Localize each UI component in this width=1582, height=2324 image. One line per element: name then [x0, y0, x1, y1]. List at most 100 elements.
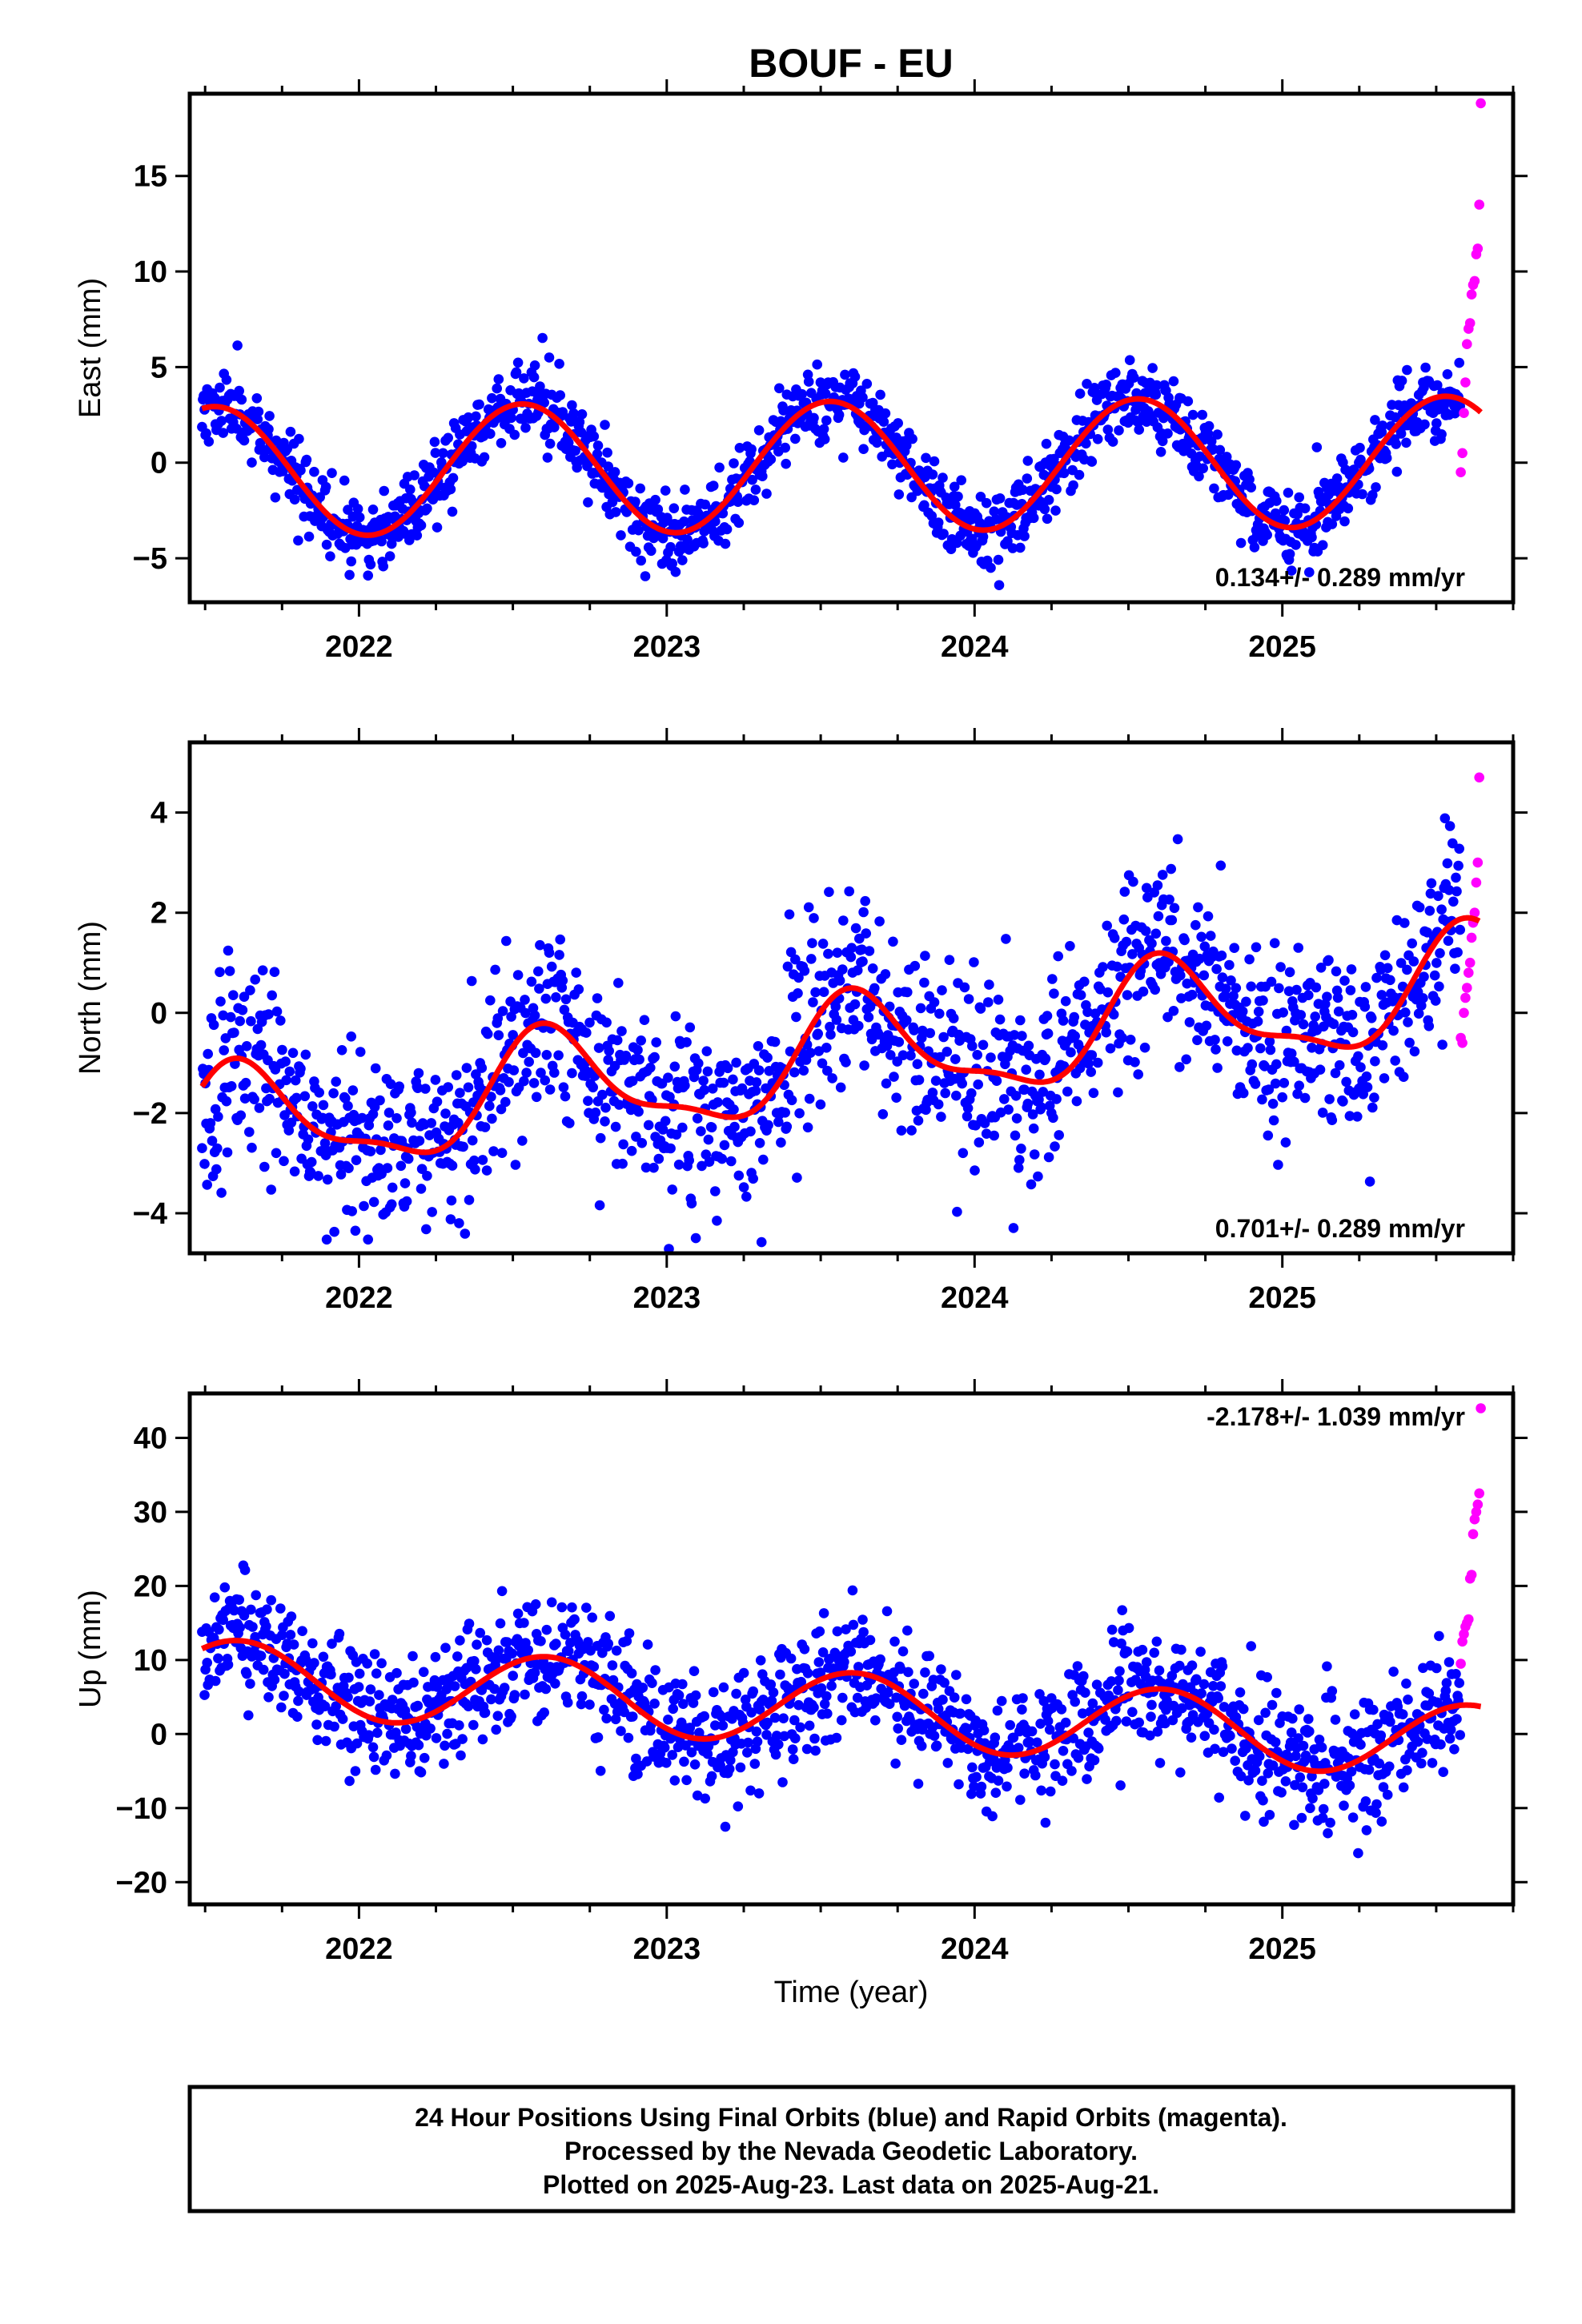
- final-orbit-point: [307, 1638, 318, 1649]
- final-orbit-point: [902, 987, 913, 998]
- final-orbit-point: [255, 1039, 267, 1051]
- final-orbit-point: [931, 1740, 942, 1751]
- final-orbit-point: [1075, 990, 1086, 1000]
- final-orbit-point: [259, 1161, 270, 1172]
- final-orbit-point: [218, 1614, 229, 1626]
- final-orbit-point: [1138, 986, 1149, 997]
- final-orbit-point: [777, 1777, 788, 1787]
- final-orbit-point: [790, 433, 801, 444]
- final-orbit-point: [250, 974, 261, 985]
- final-orbit-point: [560, 1091, 571, 1102]
- final-orbit-point: [1015, 1015, 1026, 1026]
- final-orbit-point: [1426, 878, 1437, 889]
- final-orbit-point: [511, 367, 522, 378]
- final-orbit-point: [1355, 442, 1365, 453]
- final-orbit-point: [993, 995, 1004, 1005]
- final-orbit-point: [430, 1651, 441, 1663]
- final-orbit-point: [836, 1715, 847, 1726]
- final-orbit-point: [438, 448, 448, 459]
- final-orbit-point: [1346, 964, 1357, 975]
- final-orbit-point: [636, 1138, 648, 1148]
- final-orbit-point: [416, 1184, 427, 1194]
- final-orbit-point: [284, 1066, 295, 1077]
- final-orbit-point: [750, 1085, 761, 1096]
- final-orbit-point: [416, 520, 427, 531]
- final-orbit-point: [1082, 1774, 1092, 1784]
- final-orbit-point: [283, 1125, 295, 1136]
- final-orbit-point: [761, 489, 772, 499]
- y-tick-label: 20: [134, 1570, 167, 1603]
- final-orbit-point: [741, 1192, 752, 1202]
- final-orbit-point: [275, 1015, 286, 1026]
- final-orbit-point: [804, 1093, 815, 1104]
- y-tick-label: 10: [134, 255, 167, 289]
- final-orbit-point: [592, 440, 604, 451]
- final-orbit-point: [1044, 1724, 1055, 1735]
- final-orbit-point: [844, 886, 854, 897]
- final-orbit-point: [1017, 1031, 1027, 1041]
- final-orbit-point: [812, 359, 822, 370]
- final-orbit-point: [416, 1767, 427, 1778]
- final-orbit-point: [626, 1145, 637, 1156]
- final-orbit-point: [645, 1063, 656, 1073]
- final-orbit-point: [1408, 956, 1419, 967]
- final-orbit-point: [1305, 1803, 1315, 1814]
- final-orbit-point: [519, 1076, 529, 1087]
- final-orbit-point: [225, 1011, 236, 1023]
- final-orbit-point: [488, 1146, 499, 1156]
- final-orbit-point: [721, 524, 733, 535]
- final-orbit-point: [1344, 1780, 1355, 1791]
- final-orbit-point: [285, 1630, 296, 1640]
- final-orbit-point: [271, 435, 282, 446]
- final-orbit-point: [924, 1651, 934, 1662]
- final-orbit-point: [482, 1028, 493, 1039]
- final-orbit-point: [279, 1156, 289, 1167]
- final-orbit-point: [1331, 966, 1342, 977]
- final-orbit-point: [1366, 1013, 1377, 1023]
- final-orbit-point: [461, 1063, 472, 1073]
- final-orbit-point: [717, 1720, 729, 1731]
- final-orbit-point: [1401, 437, 1411, 448]
- final-orbit-point: [1323, 1827, 1333, 1839]
- final-orbit-point: [995, 1107, 1006, 1118]
- final-orbit-point: [878, 416, 889, 427]
- final-orbit-point: [1007, 543, 1018, 553]
- final-orbit-point: [727, 1714, 737, 1724]
- y-tick-label: 2: [151, 897, 167, 931]
- final-orbit-point: [1416, 1758, 1427, 1769]
- final-orbit-point: [1420, 362, 1431, 373]
- final-orbit-point: [948, 1013, 959, 1023]
- final-orbit-point: [471, 411, 481, 422]
- final-orbit-point: [485, 428, 496, 439]
- final-orbit-point: [1398, 1072, 1409, 1082]
- rapid-orbit-point: [1472, 243, 1484, 254]
- final-orbit-point: [1447, 838, 1458, 849]
- final-orbit-point: [1039, 1751, 1050, 1763]
- final-orbit-point: [768, 1687, 779, 1698]
- final-orbit-point: [978, 531, 989, 542]
- final-orbit-point: [933, 1099, 944, 1110]
- final-orbit-point: [327, 1638, 337, 1649]
- final-orbit-point: [214, 1624, 224, 1635]
- final-orbit-point: [893, 1723, 903, 1734]
- final-orbit-point: [1003, 1104, 1014, 1115]
- final-orbit-point: [1106, 1676, 1117, 1687]
- final-orbit-point: [215, 996, 226, 1007]
- final-orbit-point: [1265, 1044, 1276, 1055]
- final-orbit-point: [1388, 1667, 1399, 1677]
- final-orbit-point: [1338, 1096, 1348, 1107]
- final-orbit-point: [215, 967, 225, 978]
- final-orbit-point: [426, 1118, 436, 1128]
- final-orbit-point: [650, 494, 661, 505]
- final-orbit-point: [1211, 963, 1222, 975]
- final-orbit-point: [351, 1738, 363, 1749]
- final-orbit-point: [912, 1059, 923, 1069]
- final-orbit-point: [618, 1139, 628, 1150]
- final-orbit-point: [295, 1063, 306, 1074]
- final-orbit-point: [1359, 1001, 1371, 1012]
- final-orbit-point: [466, 440, 477, 452]
- final-orbit-point: [620, 1051, 632, 1061]
- final-orbit-point: [616, 1026, 627, 1036]
- final-orbit-point: [729, 1121, 740, 1132]
- final-orbit-point: [1187, 1710, 1199, 1720]
